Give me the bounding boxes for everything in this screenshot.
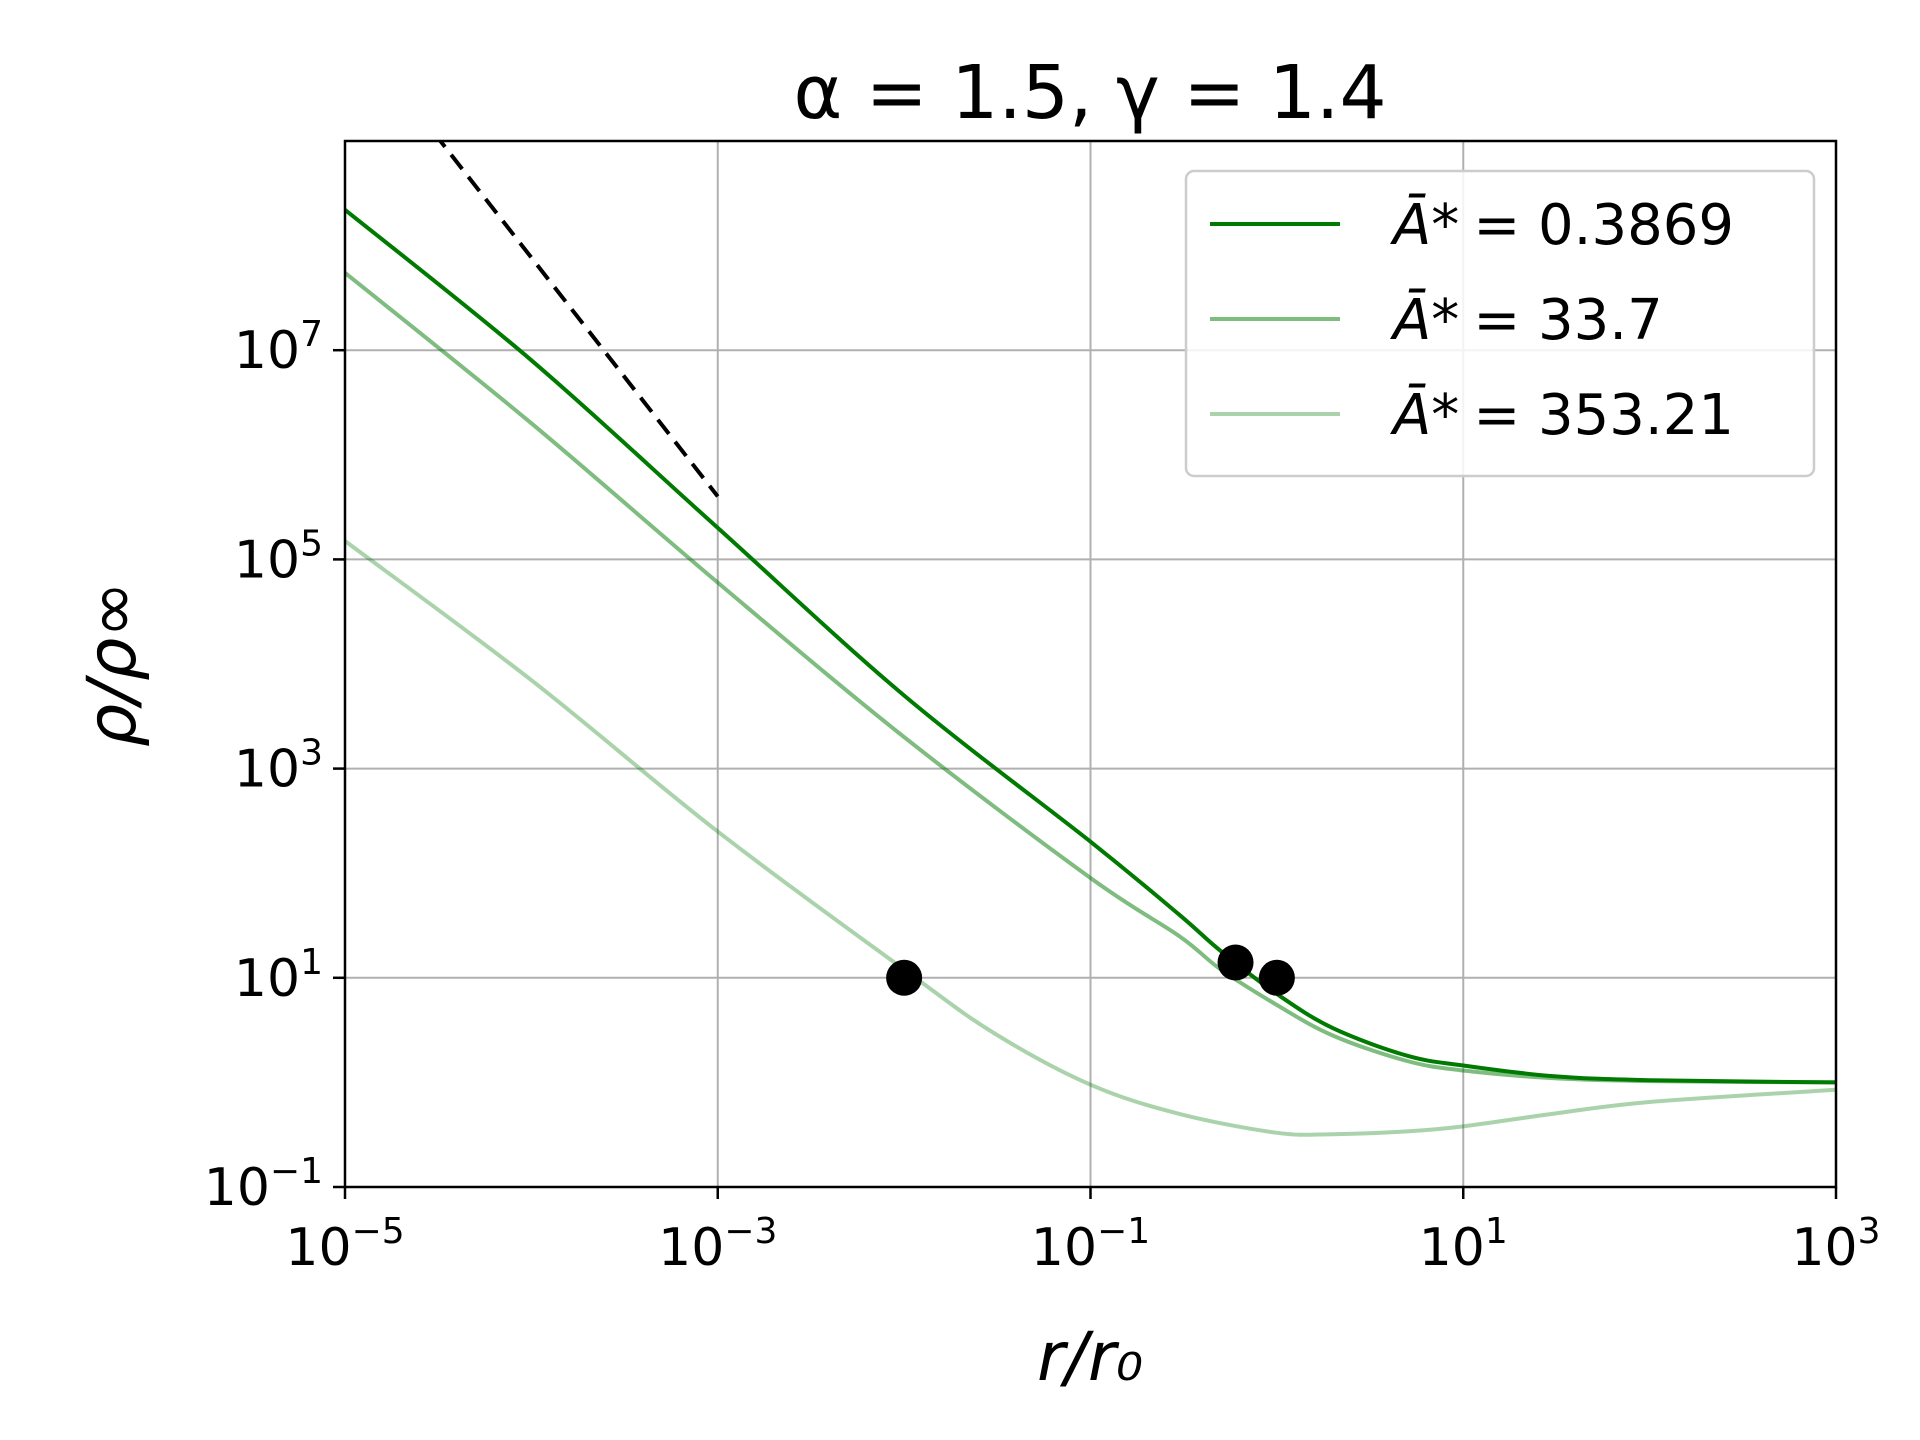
- legend-label: Ā* = 0.3869: [1390, 193, 1734, 258]
- legend-label: Ā* = 33.7: [1390, 288, 1663, 353]
- y-tick-label: 103: [234, 733, 323, 800]
- marker-point: [1258, 959, 1295, 996]
- x-tick-label: 101: [1419, 1211, 1508, 1278]
- marker-point: [1217, 944, 1254, 981]
- x-tick-label: 10−1: [1031, 1211, 1150, 1278]
- x-tick-label: 10−3: [658, 1211, 777, 1278]
- y-tick-label: 10−1: [204, 1151, 323, 1218]
- plot-markers: [886, 944, 1295, 996]
- marker-point: [886, 959, 923, 996]
- x-tick-label: 103: [1791, 1211, 1880, 1278]
- y-axis-label: ρ/ρ∞: [73, 581, 152, 747]
- chart-title: α = 1.5, γ = 1.4: [793, 50, 1386, 136]
- series-line-1: [345, 208, 1836, 1085]
- legend: Ā* = 0.3869 Ā* = 33.7 Ā* = 353.21: [1184, 169, 1816, 478]
- legend-box: [1184, 169, 1816, 478]
- series-line-3: [345, 539, 1836, 1137]
- x-tick-label: 10−5: [285, 1211, 404, 1278]
- axis-ticks: 10−5 10−3 10−1 101 103 10−1 101 103 105 107: [204, 314, 1881, 1278]
- y-tick-label: 101: [234, 942, 323, 1009]
- series-line-2: [345, 271, 1836, 1085]
- y-tick-label: 105: [234, 523, 323, 590]
- x-axis-label: r/r₀: [1037, 1318, 1143, 1397]
- y-tick-label: 107: [234, 314, 323, 381]
- reference-dashed-line: [437, 141, 720, 498]
- legend-label: Ā* = 353.21: [1390, 383, 1734, 448]
- plot-series: [345, 141, 1836, 1137]
